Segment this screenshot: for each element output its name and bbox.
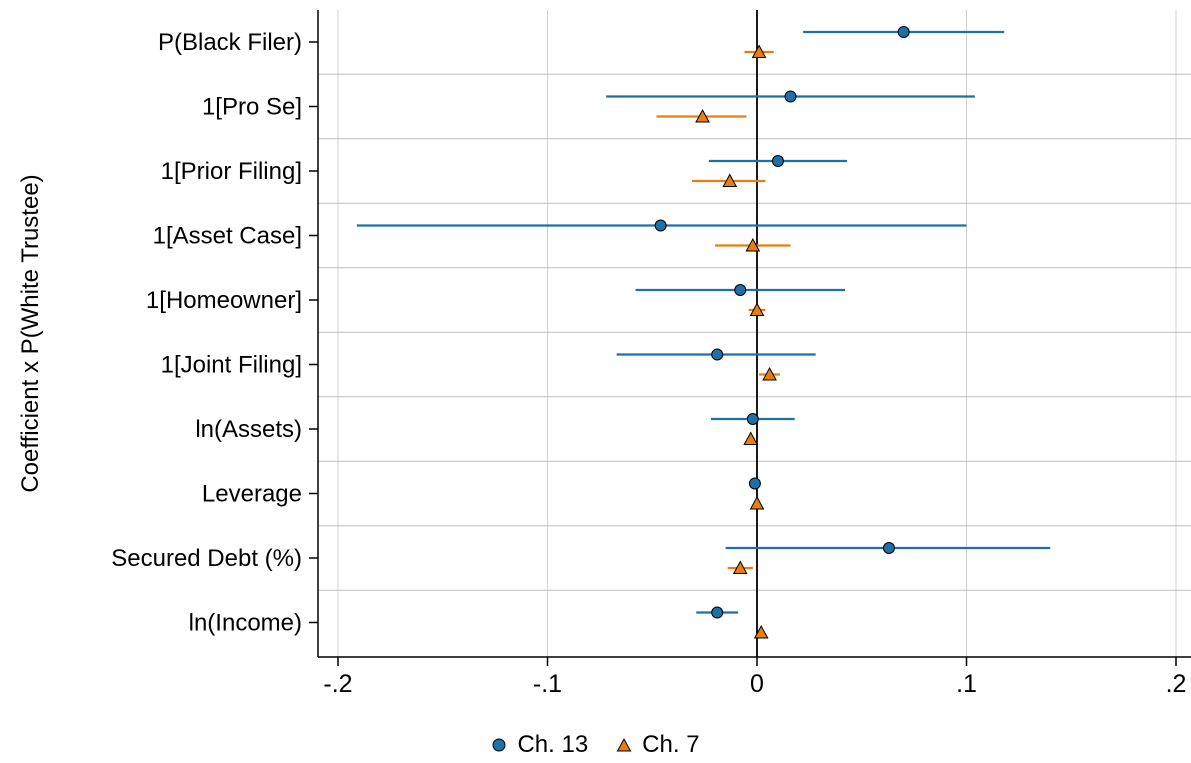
point-ch7 xyxy=(732,560,748,574)
point-ch7 xyxy=(743,431,759,445)
legend-label-ch13: Ch. 13 xyxy=(517,731,589,758)
y-tick-label: 1[Asset Case] xyxy=(153,223,302,250)
y-tick-label: 1[Prior Filing] xyxy=(161,158,302,185)
point-ch7 xyxy=(722,173,738,187)
x-tick-label: 0 xyxy=(750,670,764,698)
y-tick-label: 1[Homeowner] xyxy=(146,287,302,314)
point-ch7 xyxy=(749,495,765,510)
point-ch13 xyxy=(734,284,747,296)
point-ch7 xyxy=(745,237,761,252)
point-ch13 xyxy=(882,542,895,554)
legend-label-ch7: Ch. 7 xyxy=(642,731,700,758)
point-ch13 xyxy=(711,348,724,361)
y-tick-label: Secured Debt (%) xyxy=(111,545,302,572)
y-tick-label: P(Black Filer) xyxy=(158,29,302,56)
point-ch7 xyxy=(695,108,710,123)
point-ch7 xyxy=(753,624,769,639)
point-ch13 xyxy=(784,90,797,103)
point-ch7 xyxy=(751,44,767,58)
x-tick-label: .1 xyxy=(956,670,977,698)
x-tick-label: -.1 xyxy=(533,670,562,698)
point-ch13 xyxy=(711,606,724,619)
point-ch13 xyxy=(746,413,759,425)
legend-item-ch7: Ch. 7 xyxy=(616,731,700,759)
point-ch13 xyxy=(771,155,784,167)
point-ch13 xyxy=(654,219,667,232)
y-tick-label: ln(Income) xyxy=(189,610,302,637)
coefficient-plot: -.2 -.1 0 .1 .2 P(Black Filer) 1[Pro Se] 1[Prio… xyxy=(17,10,1191,698)
point-ch13 xyxy=(897,26,910,38)
y-axis-title: Coefficient x P(White Trustee) xyxy=(17,174,44,492)
point-ch7 xyxy=(749,302,765,316)
y-tick-label: Leverage xyxy=(202,481,302,508)
y-tick-label: ln(Assets) xyxy=(195,416,302,443)
triangle-marker-icon xyxy=(616,737,632,752)
point-ch7 xyxy=(762,366,777,381)
x-tick-label: -.2 xyxy=(323,670,352,698)
y-tick-label: 1[Joint Filing] xyxy=(161,352,302,379)
legend-item-ch13: Ch. 13 xyxy=(491,731,588,759)
circle-marker-icon xyxy=(492,738,506,752)
point-ch13 xyxy=(748,477,761,490)
x-tick-label: .2 xyxy=(1166,670,1187,698)
legend: Ch. 13 Ch. 7 xyxy=(0,730,1191,760)
y-tick-label: 1[Pro Se] xyxy=(202,94,302,121)
